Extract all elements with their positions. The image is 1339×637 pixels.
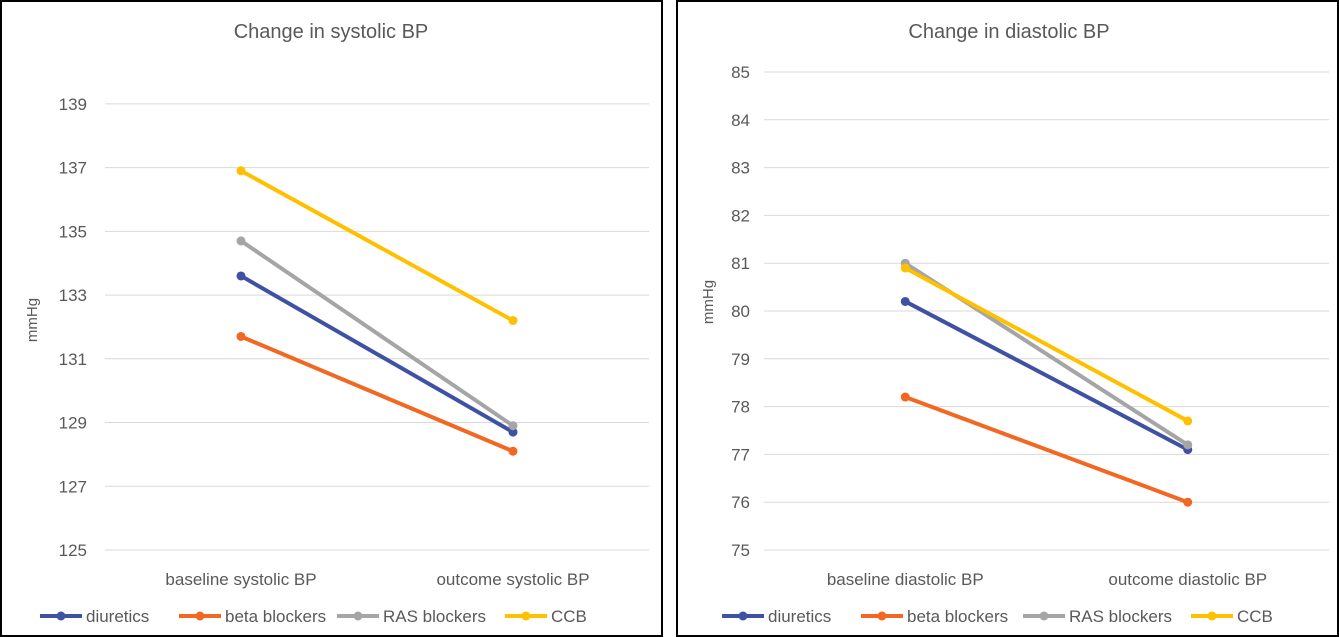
series-line-beta-blockers xyxy=(239,334,515,454)
y-tick-label: 85 xyxy=(731,63,750,82)
legend-marker xyxy=(195,611,205,621)
data-point xyxy=(508,427,518,437)
systolic-chart: Change in systolic BP mmHg 125 127 129 131 1… xyxy=(24,21,649,626)
data-point xyxy=(508,446,518,456)
x-category-label: outcome systolic BP xyxy=(436,570,589,589)
data-point xyxy=(508,421,518,431)
y-tick-label: 78 xyxy=(731,398,750,417)
legend-marker xyxy=(738,611,748,621)
x-category-label: outcome diastolic BP xyxy=(1108,570,1267,589)
y-tick-label: 82 xyxy=(731,206,750,225)
data-point xyxy=(900,392,910,402)
data-point xyxy=(236,236,246,246)
legend-label: beta blockers xyxy=(225,607,326,626)
legend-marker xyxy=(877,611,887,621)
diastolic-chart: Change in diastolic BP mmHg 75 76 77 78 79 80… xyxy=(700,21,1329,626)
data-point xyxy=(900,296,910,306)
y-tick-label: 76 xyxy=(731,493,750,512)
y-tick-label: 80 xyxy=(731,302,750,321)
data-point xyxy=(1183,497,1193,507)
x-category-label: baseline diastolic BP xyxy=(827,570,984,589)
x-category-label: baseline systolic BP xyxy=(165,570,316,589)
y-tick-label: 77 xyxy=(731,445,750,464)
y-axis-label: mmHg xyxy=(24,298,41,342)
y-tick-label: 84 xyxy=(731,111,750,130)
data-point xyxy=(1183,440,1193,450)
y-tick-label: 75 xyxy=(731,541,750,560)
legend-label: CCB xyxy=(551,607,587,626)
y-tick-label: 125 xyxy=(59,541,87,560)
y-tick-label: 129 xyxy=(59,414,87,433)
legend-marker xyxy=(353,611,363,621)
legend-label: CCB xyxy=(1237,607,1273,626)
series-line-diuretics xyxy=(903,299,1190,452)
y-tick-label: 81 xyxy=(731,254,750,273)
legend-label: RAS blockers xyxy=(383,607,486,626)
y-tick-label: 133 xyxy=(59,286,87,305)
y-tick-label: 127 xyxy=(59,477,87,496)
legend-marker xyxy=(521,611,531,621)
series-line-ras-blockers xyxy=(239,238,515,428)
y-tick-label: 139 xyxy=(59,95,87,114)
systolic-chart-panel: Change in systolic BP mmHg 125 127 129 131 1… xyxy=(0,0,663,637)
legend-label: beta blockers xyxy=(907,607,1008,626)
series-line-ccb xyxy=(903,265,1190,423)
data-point xyxy=(508,316,518,326)
chart-title: Change in diastolic BP xyxy=(908,21,1109,43)
data-point xyxy=(236,271,246,281)
data-point xyxy=(236,331,246,341)
legend-marker xyxy=(1039,611,1049,621)
data-point xyxy=(900,263,910,273)
legend-marker xyxy=(1207,611,1217,621)
legend-label: diuretics xyxy=(768,607,831,626)
y-tick-label: 137 xyxy=(59,159,87,178)
legend-label: RAS blockers xyxy=(1069,607,1172,626)
data-point xyxy=(236,166,246,176)
chart-title: Change in systolic BP xyxy=(234,21,429,43)
y-tick-label: 83 xyxy=(731,159,750,178)
series-line-diuretics xyxy=(239,273,515,435)
y-tick-label: 131 xyxy=(59,350,87,369)
data-point xyxy=(1183,416,1193,426)
series-line-beta-blockers xyxy=(903,395,1190,505)
series-line-ccb xyxy=(239,168,515,323)
legend-label: diuretics xyxy=(86,607,149,626)
diastolic-chart-panel: Change in diastolic BP mmHg 75 76 77 78 79 80… xyxy=(676,0,1339,637)
legend-marker xyxy=(56,611,66,621)
y-axis-label: mmHg xyxy=(700,280,717,324)
y-tick-label: 79 xyxy=(731,350,750,369)
y-tick-label: 135 xyxy=(59,222,87,241)
